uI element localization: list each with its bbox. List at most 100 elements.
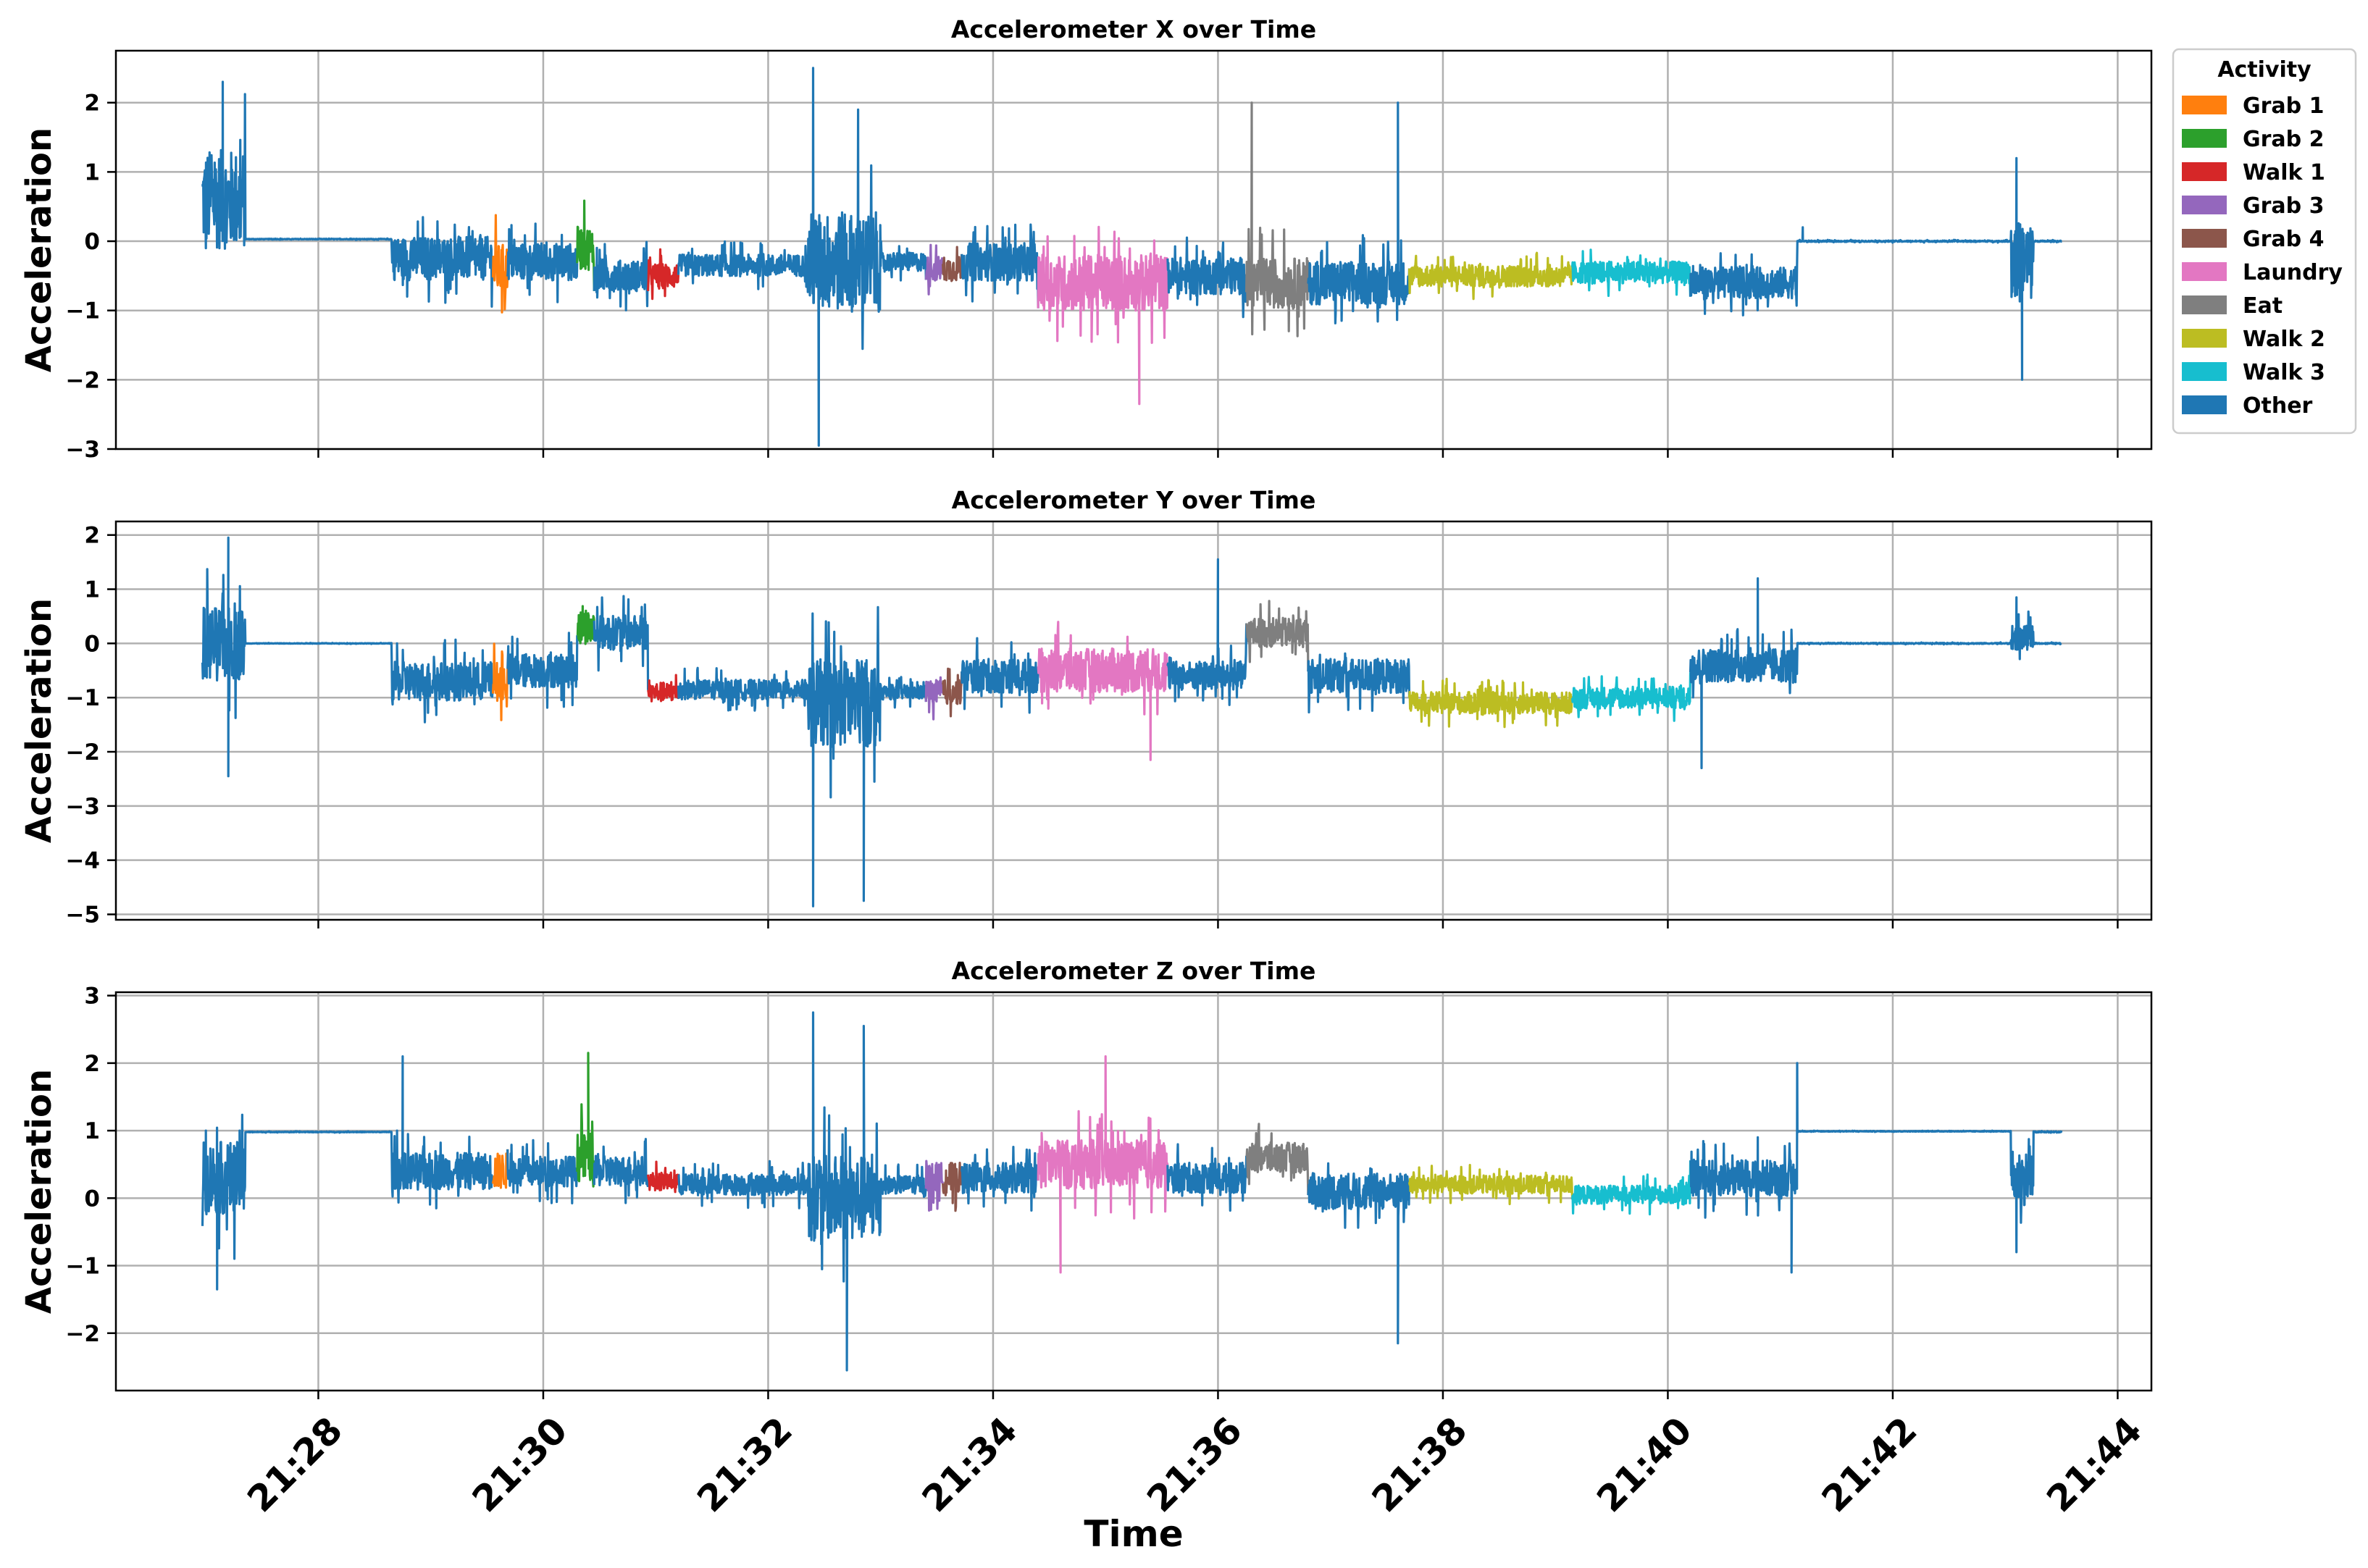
y-tick-label: −3 bbox=[65, 794, 100, 820]
legend-swatch bbox=[2182, 362, 2227, 381]
series-line-walk-2 bbox=[1407, 677, 1573, 729]
series-line-other bbox=[201, 536, 495, 778]
series-line-grab-4 bbox=[942, 246, 963, 282]
y-tick-label: −1 bbox=[65, 298, 100, 324]
legend-swatch bbox=[2182, 96, 2227, 114]
legend-swatch bbox=[2182, 162, 2227, 181]
series-line-walk-3 bbox=[1570, 1160, 1692, 1216]
plot-frame bbox=[114, 49, 2153, 450]
series-line-laundry bbox=[1037, 621, 1169, 761]
series-line-grab-4 bbox=[942, 667, 963, 718]
series-line-other bbox=[201, 80, 495, 308]
series-line-other bbox=[1307, 101, 1411, 324]
y-tick-label: −4 bbox=[65, 848, 100, 874]
series-line-other bbox=[1307, 1162, 1411, 1345]
legend-entry-label: Walk 3 bbox=[2243, 360, 2325, 385]
legend-title: Activity bbox=[2217, 57, 2311, 83]
series-line-grab-3 bbox=[924, 676, 945, 721]
plot-frame bbox=[114, 991, 2153, 1392]
series-line-other bbox=[961, 637, 1039, 714]
legend-swatch bbox=[2182, 229, 2227, 248]
y-axis-label: Acceleration bbox=[19, 598, 59, 843]
y-tick-label: 2 bbox=[84, 1051, 100, 1077]
y-tick-label: −2 bbox=[65, 367, 100, 393]
series-line-walk-1 bbox=[647, 674, 680, 703]
legend-swatch bbox=[2182, 196, 2227, 214]
series-line-other bbox=[961, 223, 1039, 309]
series-line-walk-1 bbox=[647, 1160, 680, 1194]
series-line-walk-2 bbox=[1407, 1164, 1574, 1206]
panel-1: 2 1 0 −1 −2 −3 Accelerometer X over Time Accele… bbox=[19, 15, 2153, 463]
y-tick-label: −2 bbox=[65, 739, 100, 766]
y-tick-label: −3 bbox=[65, 437, 100, 463]
series-line-walk-3 bbox=[1570, 248, 1692, 297]
series-line-eat bbox=[1245, 1123, 1310, 1196]
y-tick-label: 3 bbox=[84, 984, 100, 1010]
series-line-other bbox=[201, 1055, 494, 1291]
series-line-other bbox=[1166, 1143, 1248, 1212]
series-line-other bbox=[593, 1138, 650, 1204]
legend-entry-label: Grab 3 bbox=[2243, 193, 2324, 219]
series-line-other bbox=[1166, 558, 1248, 706]
series-line-laundry bbox=[1037, 225, 1169, 406]
legend-swatch bbox=[2182, 262, 2227, 281]
legend-entry-label: Grab 2 bbox=[2243, 127, 2324, 152]
y-tick-label: 0 bbox=[84, 1186, 100, 1212]
legend-entry-label: Grab 1 bbox=[2243, 93, 2324, 119]
y-tick-label: 2 bbox=[84, 523, 100, 549]
y-tick-label: 1 bbox=[84, 1118, 100, 1144]
legend-swatch bbox=[2182, 395, 2227, 414]
panel-2: 2 1 0 −1 −2 −3 −4 −5 Accelerometer Y over Time Ac… bbox=[19, 486, 2153, 928]
series-line-other bbox=[961, 1146, 1039, 1212]
series-line-walk-2 bbox=[1407, 251, 1573, 301]
y-tick-label: 0 bbox=[84, 631, 100, 657]
y-tick-label: 1 bbox=[84, 577, 100, 603]
y-tick-label: 0 bbox=[84, 229, 100, 255]
series-line-grab-2 bbox=[576, 1052, 595, 1188]
series-line-other bbox=[677, 1011, 927, 1372]
y-tick-label: −5 bbox=[65, 902, 100, 928]
series-line-eat bbox=[1245, 600, 1310, 672]
series-line-other bbox=[506, 632, 579, 709]
y-tick-label: −1 bbox=[65, 685, 100, 711]
legend-entry-label: Other bbox=[2243, 393, 2313, 419]
legend-entry-label: Grab 4 bbox=[2243, 227, 2324, 252]
series-line-grab-4 bbox=[942, 1162, 963, 1212]
series-line-grab-2 bbox=[576, 199, 595, 291]
panel-title: Accelerometer Y over Time bbox=[952, 486, 1316, 514]
series-line-grab-1 bbox=[491, 1149, 509, 1189]
series-line-other bbox=[593, 240, 650, 311]
plot-frame bbox=[114, 520, 2153, 921]
legend-entry-label: Laundry bbox=[2243, 260, 2343, 285]
series-line-other bbox=[1307, 652, 1411, 714]
y-tick-label: 1 bbox=[84, 159, 100, 185]
legend-swatch bbox=[2182, 129, 2227, 148]
legend-swatch bbox=[2182, 329, 2227, 348]
panel-title: Accelerometer X over Time bbox=[951, 15, 1316, 43]
legend-swatch bbox=[2182, 295, 2227, 314]
series-line-other bbox=[506, 222, 579, 303]
y-axis-label: Acceleration bbox=[19, 1069, 59, 1314]
series-line-grab-1 bbox=[491, 214, 509, 314]
series-line-other bbox=[1689, 577, 2062, 770]
series-line-laundry bbox=[1037, 1055, 1169, 1274]
series-line-grab-3 bbox=[924, 1160, 945, 1212]
series-line-other bbox=[677, 67, 927, 447]
y-axis-label: Acceleration bbox=[19, 127, 59, 372]
series-line-eat bbox=[1245, 101, 1310, 338]
series-line-other bbox=[1166, 236, 1248, 319]
series-line-other bbox=[506, 1139, 579, 1204]
panel-3: 3 2 1 0 −1 −2 Accelerometer Z over Time Acceler… bbox=[19, 957, 2153, 1399]
series-line-walk-1 bbox=[647, 248, 680, 301]
legend-entry-label: Walk 2 bbox=[2243, 327, 2325, 352]
x-axis-label: Time bbox=[1084, 1513, 1183, 1555]
y-tick-label: 2 bbox=[84, 91, 100, 117]
panel-title: Accelerometer Z over Time bbox=[952, 957, 1316, 985]
series-line-other bbox=[593, 595, 650, 690]
series-line-grab-1 bbox=[491, 642, 509, 721]
y-tick-label: −2 bbox=[65, 1321, 100, 1347]
legend-entry-label: Walk 1 bbox=[2243, 160, 2325, 185]
series-line-grab-2 bbox=[576, 605, 595, 645]
series-line-other bbox=[677, 605, 927, 907]
